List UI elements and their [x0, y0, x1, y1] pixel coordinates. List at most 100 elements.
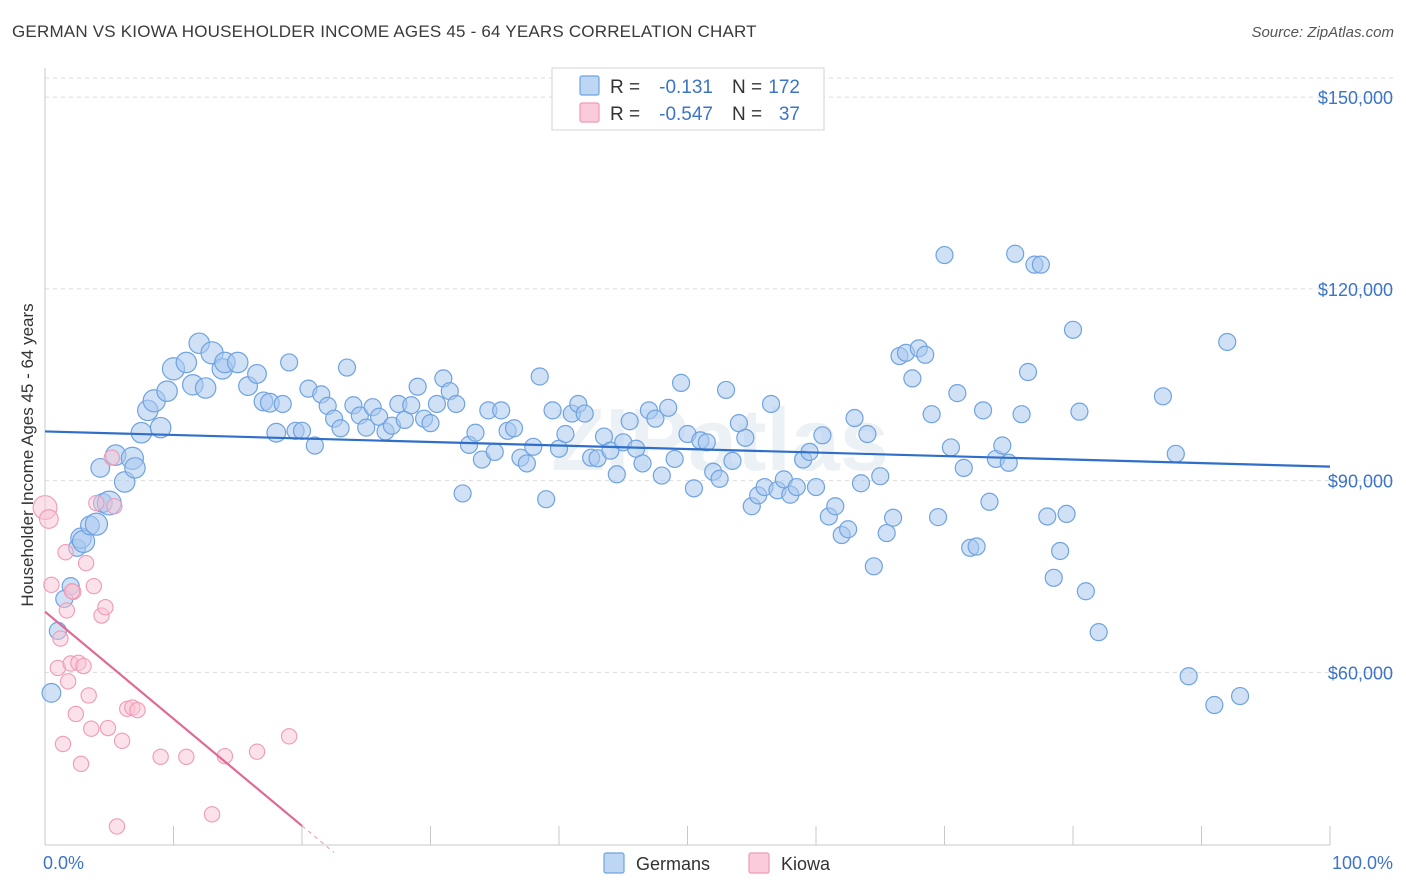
germans-point	[492, 401, 511, 420]
kiowa-point	[178, 748, 195, 765]
legend-r-label: R =	[610, 104, 640, 125]
germans-point	[710, 469, 729, 488]
kiowa-point	[103, 449, 121, 466]
kiowa-point	[113, 732, 131, 750]
germans-point	[845, 408, 864, 428]
germans-point	[524, 437, 543, 456]
germans-point	[1063, 320, 1083, 339]
germans-point	[652, 466, 671, 485]
germans-point	[903, 369, 922, 388]
kiowa-point	[52, 630, 69, 647]
germans-point	[723, 451, 742, 470]
germans-point	[851, 474, 871, 493]
germans-point	[453, 484, 472, 503]
germans-point	[556, 424, 575, 444]
germans-point	[1230, 686, 1250, 706]
germans-point	[280, 353, 299, 372]
germans-point	[530, 367, 549, 386]
germans-point	[864, 557, 883, 576]
germans-point	[357, 418, 376, 437]
germans-point	[916, 345, 935, 364]
germans-point	[175, 351, 198, 374]
germans-point	[1166, 444, 1185, 463]
germans-point	[194, 377, 217, 399]
germans-point	[331, 419, 350, 438]
germans-point	[537, 490, 556, 509]
germans-point	[665, 449, 684, 469]
kiowa-point	[99, 719, 117, 737]
germans-point	[408, 377, 427, 396]
germans-point	[671, 373, 691, 392]
kiowa-point	[38, 509, 59, 529]
bottom-legend: Germans Kiowa	[603, 852, 831, 874]
germans-point	[967, 537, 986, 556]
y-tick-labels: $60,000 $90,000 $120,000 $150,000	[1318, 88, 1393, 683]
germans-point	[922, 405, 941, 424]
kiowa-point	[97, 599, 114, 616]
germans-point	[1012, 405, 1031, 424]
germans-point	[787, 477, 806, 497]
kiowa-point	[67, 705, 85, 723]
germans-point	[935, 245, 954, 265]
kiowa-point	[280, 728, 298, 745]
kiowa-trend-line	[44, 610, 303, 827]
germans-point	[826, 497, 845, 516]
germans-point	[1038, 507, 1057, 526]
kiowa-point	[54, 735, 72, 753]
germans-point	[761, 394, 781, 414]
germans-point	[41, 682, 62, 703]
germans-point	[124, 457, 146, 479]
kiowa-point	[57, 544, 74, 561]
chart-title: GERMAN VS KIOWA HOUSEHOLDER INCOME AGES …	[12, 22, 757, 41]
x-tick-labels: 0.0% 100.0%	[43, 853, 1393, 873]
germans-point	[575, 404, 594, 423]
germans-point	[485, 442, 504, 462]
germans-point	[266, 422, 287, 443]
germans-point	[305, 436, 324, 455]
germans-point	[1031, 255, 1050, 274]
germans-point	[1057, 504, 1076, 524]
x-tick-label: 0.0%	[43, 853, 84, 873]
kiowa-point	[88, 494, 105, 512]
germans-point	[607, 465, 626, 484]
kiowa-point	[248, 743, 266, 760]
y-tick-label: $60,000	[1328, 663, 1393, 683]
germans-points	[41, 244, 1250, 715]
germans-point	[130, 421, 153, 444]
germans-point	[466, 423, 485, 442]
y-tick-label: $90,000	[1328, 472, 1393, 492]
kiowa-point	[85, 577, 103, 595]
germans-point	[1018, 362, 1038, 382]
legend-r-value: -0.547	[659, 104, 713, 125]
legend-swatch-germans	[579, 75, 600, 96]
germans-point	[684, 479, 704, 498]
kiowa-point	[129, 701, 146, 719]
legend-n-value: 37	[779, 104, 800, 125]
germans-point	[806, 477, 826, 497]
germans-point	[421, 414, 440, 433]
bottom-legend-label-germans: Germans	[636, 854, 710, 874]
germans-point	[247, 363, 267, 384]
germans-point	[149, 416, 172, 439]
kiowa-point	[152, 748, 169, 765]
germans-trend-line	[44, 430, 1331, 468]
y-tick-label: $150,000	[1318, 88, 1393, 108]
kiowa-point	[83, 720, 100, 737]
germans-point	[858, 424, 877, 444]
germans-point	[993, 436, 1012, 455]
kiowa-point	[43, 576, 60, 594]
germans-point	[226, 351, 249, 374]
germans-point	[517, 454, 536, 473]
y-axis-title: Householder Income Ages 45 - 64 years	[18, 303, 37, 606]
germans-point	[543, 401, 562, 420]
germans-point	[90, 457, 111, 478]
germans-point	[620, 412, 639, 431]
germans-point	[1089, 623, 1108, 642]
bottom-legend-swatch-kiowa	[748, 852, 770, 874]
kiowa-point	[106, 498, 123, 515]
germans-point	[1006, 244, 1025, 263]
legend-r-value: -0.131	[659, 77, 713, 98]
germans-point	[871, 467, 890, 486]
germans-point	[646, 409, 665, 428]
